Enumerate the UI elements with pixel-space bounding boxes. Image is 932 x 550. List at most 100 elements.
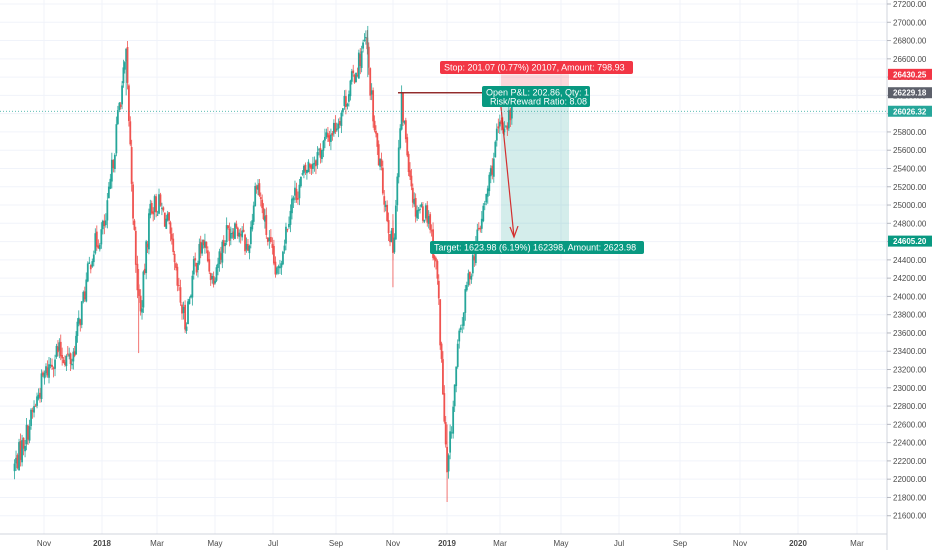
candle-body [181, 304, 183, 314]
candle-body [100, 229, 103, 245]
candle-body [297, 198, 299, 200]
candle-body [254, 185, 257, 207]
candle-body [407, 153, 410, 173]
candle-body [194, 258, 197, 261]
candle-body [449, 431, 452, 453]
candle-body [420, 204, 423, 207]
candle-body [330, 134, 332, 142]
price-tag: 26026.32 [888, 105, 932, 117]
candle-body [80, 301, 83, 325]
candle-body [161, 207, 163, 209]
stop-label: Stop: 201.07 (0.77%) 20107, Amount: 798.… [440, 61, 633, 74]
candle-body [136, 263, 139, 291]
price-tick-label: 25600.00 [893, 146, 927, 155]
candle-body [25, 424, 28, 445]
price-tick-label: 25000.00 [893, 201, 927, 210]
candle-body [491, 165, 494, 175]
candle-body [97, 245, 100, 249]
candle-body [309, 163, 311, 168]
candle-body [300, 176, 302, 187]
candle-body [473, 256, 476, 261]
candle-body [498, 121, 501, 127]
candle-body [409, 170, 411, 177]
candle-body [400, 92, 403, 130]
candle-body [248, 245, 251, 254]
candle-body [367, 46, 370, 68]
candle-body [75, 335, 77, 355]
candle-body [168, 212, 170, 221]
price-tick-label: 23800.00 [893, 311, 927, 320]
time-tick-label: Mar [493, 539, 507, 548]
candle-body [396, 176, 399, 206]
candle-body [212, 276, 215, 285]
candle-body [430, 230, 433, 232]
candle-body [101, 220, 104, 230]
candle-body [234, 223, 236, 239]
candle-body [22, 437, 25, 449]
candle-body [280, 263, 283, 268]
candle-body [202, 239, 205, 246]
candle-body [163, 212, 166, 227]
candle-body [321, 150, 323, 160]
candle-body [341, 108, 344, 113]
candle-body [262, 208, 265, 220]
time-axis[interactable]: Nov 2018 Mar May Jul Sep Nov 2019 Mar May Jul Sep No… [0, 533, 887, 548]
candle-body [217, 263, 219, 268]
candle-body [62, 359, 65, 363]
price-axis[interactable]: 21600.00 21800.00 22000.00 22200.00 22400.00… [886, 0, 932, 550]
candle-body [332, 122, 335, 134]
projection-arrow [499, 97, 515, 238]
candle-body [266, 237, 269, 242]
candle-body [318, 149, 320, 151]
candle-body [85, 279, 88, 302]
candle-body [450, 432, 453, 434]
time-tick-label: Sep [673, 539, 688, 548]
candle-body [162, 207, 165, 211]
candle-body [215, 267, 218, 281]
candle-body [126, 47, 129, 83]
candle-body [282, 251, 284, 265]
candle-body [476, 229, 479, 243]
candle-body [27, 425, 29, 440]
candle-body [24, 445, 26, 452]
candle-body [89, 265, 92, 270]
candle-body [113, 154, 116, 170]
candle-body [118, 102, 121, 110]
candle-body [112, 160, 115, 169]
candle-body [384, 204, 387, 208]
price-tag: 24605.20 [888, 235, 932, 247]
candle-body [76, 321, 79, 337]
candle-body [444, 422, 447, 445]
price-tick-label: 23000.00 [893, 384, 927, 393]
candle-body [273, 245, 275, 264]
candle-body [259, 197, 262, 199]
candle-body [394, 205, 397, 240]
candle-body [375, 130, 377, 134]
candle-body [312, 163, 314, 169]
candle-body [45, 366, 47, 374]
candle-body [380, 159, 383, 167]
time-tick-label: Nov [386, 539, 400, 548]
candle-body [350, 71, 353, 82]
candle-body [488, 174, 491, 192]
candle-body [322, 140, 325, 151]
candle-body [236, 227, 239, 237]
time-tick-label: Jul [614, 539, 624, 548]
price-tick-label: 22000.00 [893, 475, 927, 484]
candle-body [497, 126, 500, 129]
candle-body [94, 233, 97, 254]
candle-body [370, 90, 373, 95]
candle-body [292, 197, 295, 201]
candle-body [356, 74, 359, 76]
candle-body [485, 193, 488, 203]
candle-body [225, 225, 228, 243]
candle-body [86, 263, 89, 282]
time-tick-label: May [207, 539, 222, 548]
candle-body [442, 359, 444, 395]
candle-body [362, 42, 364, 49]
candle-body [486, 188, 489, 197]
candle-body [184, 304, 187, 330]
candle-body [214, 280, 216, 284]
